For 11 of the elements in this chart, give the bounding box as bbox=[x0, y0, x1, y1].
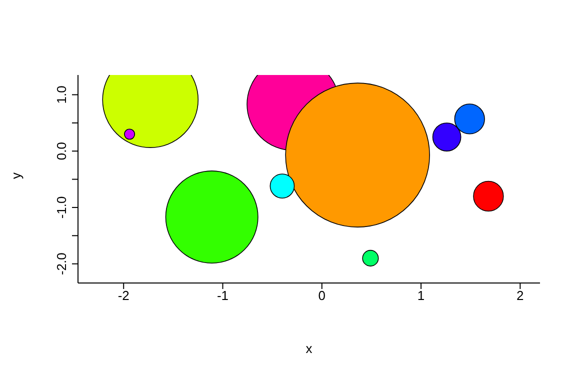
x-tick-label: 0 bbox=[318, 288, 326, 304]
y-tick-label: 1.0 bbox=[54, 86, 69, 104]
y-tick-label: -2.0 bbox=[54, 252, 69, 276]
x-tick-label: 2 bbox=[516, 288, 524, 304]
y-axis-title: y bbox=[8, 172, 24, 179]
y-tick-label: -1.0 bbox=[54, 196, 69, 219]
y-tick-label: 0.0 bbox=[54, 142, 69, 160]
x-axis-title: x bbox=[306, 341, 313, 356]
x-tick-label: 1 bbox=[417, 288, 425, 304]
x-tick-label: -1 bbox=[216, 288, 229, 304]
x-tick-label: -2 bbox=[118, 288, 130, 304]
